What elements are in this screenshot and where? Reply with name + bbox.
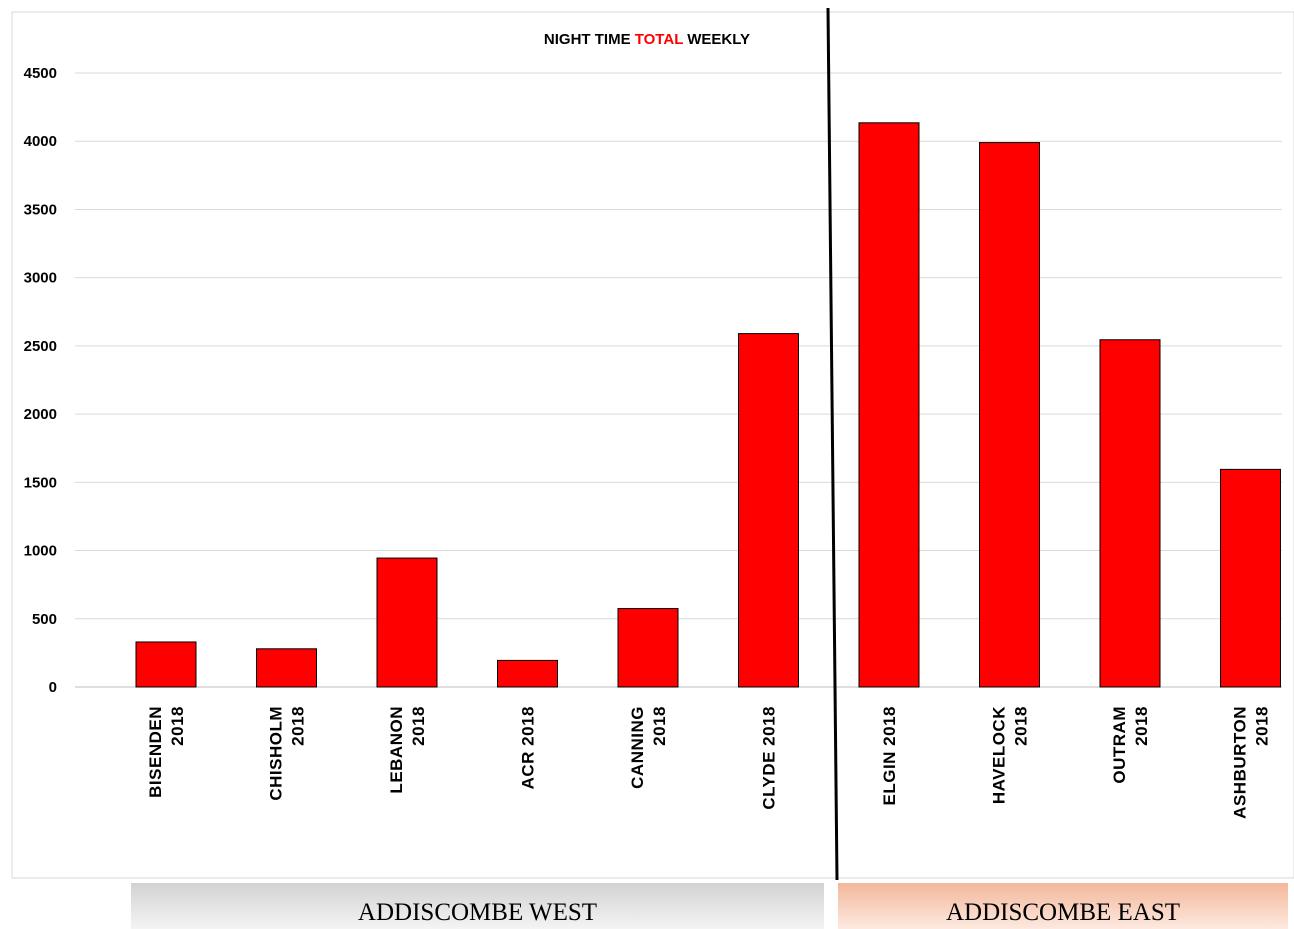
y-tick-label: 500 (32, 611, 57, 628)
y-tick-label: 2500 (24, 338, 57, 355)
bar (376, 557, 438, 688)
category-label: HAVELOCK 2018 (990, 706, 1031, 804)
chart-title-part: WEEKLY (683, 31, 750, 48)
bar (497, 659, 558, 688)
bar (1099, 339, 1161, 688)
y-tick-label: 4000 (24, 133, 57, 150)
bar (738, 333, 799, 688)
chart-title: NIGHT TIME TOTAL WEEKLY (544, 31, 750, 48)
y-tick-label: 1500 (24, 474, 57, 491)
region-label-addiscombe-east: ADDISCOMBE EAST (838, 883, 1288, 929)
bar (256, 648, 317, 688)
chart-title-part: TOTAL (635, 31, 683, 48)
category-label: CHISHOLM 2018 (267, 706, 308, 801)
y-tick-label: 3000 (24, 270, 57, 287)
category-label: LEBANON 2018 (387, 706, 428, 794)
region-label-addiscombe-west: ADDISCOMBE WEST (131, 883, 824, 929)
y-tick-label: 1000 (24, 543, 57, 560)
category-label: OUTRAM 2018 (1110, 706, 1151, 784)
chart-title-part: NIGHT TIME (544, 31, 635, 48)
y-tick-label: 3500 (24, 201, 57, 218)
bars (135, 122, 1281, 688)
bar (979, 142, 1040, 688)
category-label: CANNING 2018 (628, 706, 669, 789)
bar (617, 608, 679, 688)
y-tick-label: 2000 (24, 406, 57, 423)
category-label: BISENDEN 2018 (146, 706, 187, 798)
bar (1220, 468, 1281, 688)
category-label: ACR 2018 (519, 706, 538, 789)
category-label: ASHBURTON 2018 (1231, 706, 1272, 819)
bar (858, 122, 920, 688)
y-tick-label: 0 (49, 679, 57, 696)
chart-area-frame (11, 11, 1294, 879)
region-divider-line (826, 7, 839, 881)
bar (135, 641, 197, 688)
y-tick-label: 4500 (24, 65, 57, 82)
category-label: CLYDE 2018 (760, 706, 779, 810)
category-labels: BISENDEN 2018 CHISHOLM 2018 LEBANON 2018 ACR 2… (146, 706, 1272, 819)
category-label: ELGIN 2018 (880, 706, 899, 806)
y-axis-tick-labels: 0 500 1000 1500 2000 2500 3000 3500 4000 4500 (24, 65, 57, 696)
